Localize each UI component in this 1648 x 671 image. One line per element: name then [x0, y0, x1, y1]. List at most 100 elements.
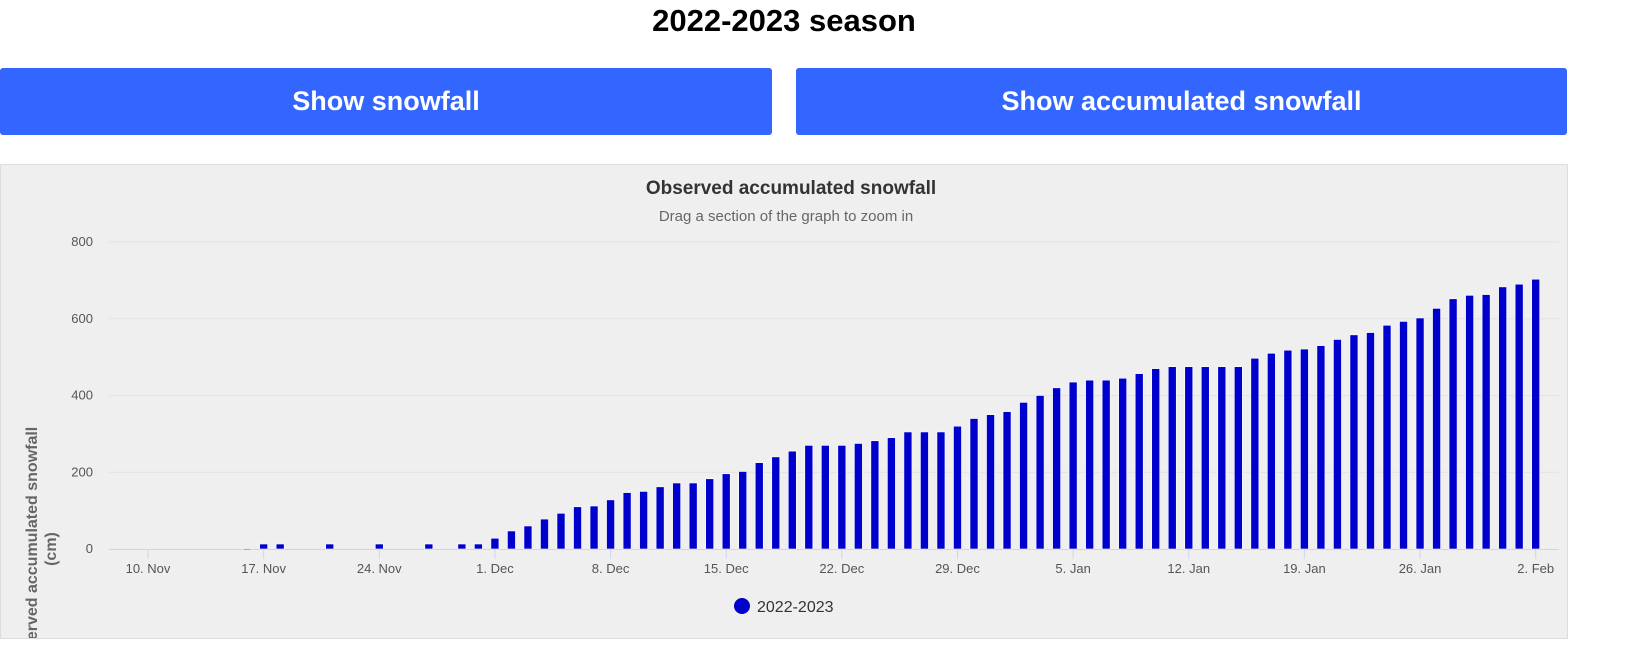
- y-axis-label-unit: (cm): [43, 532, 60, 566]
- bar[interactable]: [1448, 298, 1458, 550]
- bar[interactable]: [920, 431, 929, 550]
- bar[interactable]: [556, 513, 566, 550]
- show-snowfall-button[interactable]: Show snowfall: [0, 68, 772, 135]
- bar[interactable]: [540, 518, 549, 550]
- bar[interactable]: [1514, 283, 1524, 550]
- bar[interactable]: [1167, 366, 1177, 550]
- bar[interactable]: [1432, 308, 1441, 550]
- bar[interactable]: [1531, 278, 1540, 550]
- bar[interactable]: [325, 543, 335, 550]
- chart-subtitle: Drag a section of the graph to zoom in: [659, 208, 913, 225]
- bar[interactable]: [1118, 377, 1127, 550]
- bar[interactable]: [1333, 339, 1342, 550]
- bar[interactable]: [1250, 357, 1260, 550]
- show-accumulated-snowfall-button[interactable]: Show accumulated snowfall: [796, 68, 1567, 135]
- bar[interactable]: [1366, 332, 1375, 550]
- legend-item[interactable]: 2022-2023: [734, 598, 834, 616]
- bar[interactable]: [887, 437, 896, 550]
- bar[interactable]: [1382, 324, 1392, 550]
- chart-title: Observed accumulated snowfall: [646, 178, 936, 199]
- y-axis-label: Observed accumulated snowfall: [24, 427, 41, 638]
- bar[interactable]: [242, 548, 252, 550]
- bar[interactable]: [903, 431, 913, 550]
- bar[interactable]: [936, 431, 946, 550]
- bar[interactable]: [986, 414, 995, 550]
- x-tick-label: 1. Dec: [476, 561, 514, 576]
- x-tick-label: 12. Jan: [1167, 561, 1210, 576]
- bar[interactable]: [705, 478, 714, 550]
- bar[interactable]: [1101, 379, 1111, 550]
- bar[interactable]: [1200, 366, 1210, 550]
- bar[interactable]: [787, 450, 797, 550]
- bar[interactable]: [1316, 345, 1326, 550]
- x-tick-label: 26. Jan: [1399, 561, 1442, 576]
- bar[interactable]: [1019, 402, 1028, 550]
- bar[interactable]: [870, 440, 880, 550]
- chart-panel[interactable]: Observed accumulated snowfall Drag a sec…: [0, 164, 1568, 671]
- bar[interactable]: [1399, 321, 1408, 550]
- legend-label: 2022-2023: [757, 599, 834, 616]
- bar[interactable]: [721, 473, 731, 550]
- x-tick-label: 22. Dec: [819, 561, 864, 576]
- bar[interactable]: [1068, 381, 1078, 550]
- bar[interactable]: [523, 525, 533, 550]
- bar[interactable]: [507, 530, 516, 550]
- bar[interactable]: [639, 491, 648, 550]
- bar[interactable]: [490, 537, 500, 550]
- bar[interactable]: [1498, 286, 1507, 550]
- bar[interactable]: [804, 445, 814, 550]
- y-tick-label: 600: [71, 311, 93, 326]
- bar[interactable]: [1151, 368, 1161, 550]
- bar[interactable]: [1035, 395, 1045, 550]
- y-tick-label: 0: [86, 541, 93, 556]
- legend-marker-icon: [734, 598, 750, 614]
- bar[interactable]: [1002, 411, 1012, 550]
- bar[interactable]: [953, 425, 962, 550]
- bar[interactable]: [1217, 366, 1227, 550]
- bar[interactable]: [854, 443, 863, 550]
- x-tick-label: 29. Dec: [935, 561, 980, 576]
- bar[interactable]: [1267, 352, 1276, 550]
- x-tick-label: 2. Feb: [1517, 561, 1554, 576]
- bar[interactable]: [1234, 366, 1243, 550]
- bar[interactable]: [1085, 379, 1094, 550]
- bar[interactable]: [837, 445, 847, 550]
- x-tick-label: 8. Dec: [592, 561, 630, 576]
- bar[interactable]: [1283, 349, 1293, 550]
- bar[interactable]: [1134, 373, 1144, 550]
- x-tick-label: 5. Jan: [1055, 561, 1090, 576]
- bar[interactable]: [573, 506, 582, 550]
- bar[interactable]: [259, 543, 268, 550]
- bar[interactable]: [275, 543, 285, 550]
- accumulated-snowfall-chart[interactable]: Observed accumulated snowfall Drag a sec…: [1, 165, 1567, 671]
- x-tick-label: 17. Nov: [241, 561, 286, 576]
- bar[interactable]: [655, 486, 665, 550]
- bar[interactable]: [672, 482, 681, 550]
- bar[interactable]: [1415, 317, 1425, 550]
- bar[interactable]: [606, 499, 615, 550]
- bar[interactable]: [474, 543, 483, 550]
- bar[interactable]: [1349, 334, 1359, 550]
- y-tick-label: 400: [71, 388, 93, 403]
- bar[interactable]: [1300, 348, 1309, 550]
- bar[interactable]: [771, 456, 781, 550]
- bar[interactable]: [1465, 295, 1474, 550]
- bar[interactable]: [969, 418, 979, 550]
- bar[interactable]: [1052, 387, 1061, 550]
- bar[interactable]: [424, 543, 434, 550]
- x-tick-label: 19. Jan: [1283, 561, 1326, 576]
- bar[interactable]: [738, 471, 748, 550]
- bar[interactable]: [821, 445, 830, 550]
- bar[interactable]: [1481, 294, 1491, 550]
- bar[interactable]: [374, 543, 384, 550]
- y-tick-label: 200: [71, 464, 93, 479]
- bar[interactable]: [622, 492, 632, 550]
- bar[interactable]: [688, 482, 698, 550]
- bar[interactable]: [457, 543, 467, 550]
- page-title: 2022-2023 season: [652, 3, 916, 38]
- bar[interactable]: [754, 462, 764, 550]
- y-tick-label: 800: [71, 234, 93, 249]
- x-tick-label: 15. Dec: [704, 561, 749, 576]
- bar[interactable]: [1184, 366, 1194, 550]
- bar[interactable]: [589, 505, 599, 550]
